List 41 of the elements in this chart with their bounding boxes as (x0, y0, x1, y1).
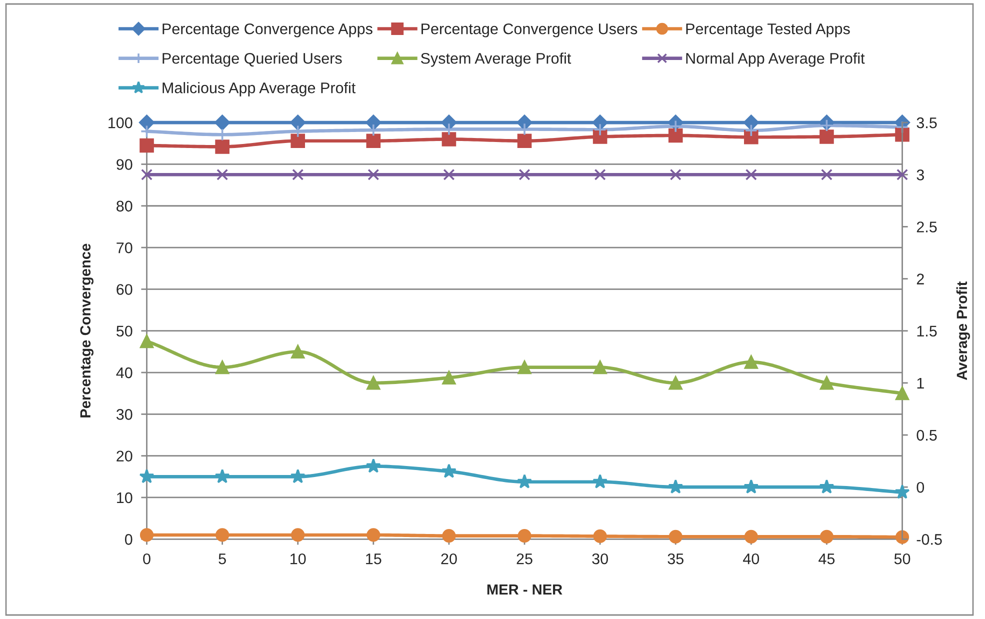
y-tick-label: 40 (116, 367, 132, 378)
y-tick-label: 20 (116, 450, 132, 462)
y-tick-label: 70 (116, 242, 132, 254)
y2-tick-label: 0.5 (916, 430, 937, 441)
y-tick-label: 90 (116, 159, 132, 170)
x-tick-label: 20 (441, 553, 457, 564)
x-tick-label: 0 (143, 553, 150, 564)
y2-tick-label: 2 (916, 274, 924, 284)
y-tick-label: 30 (116, 409, 132, 420)
y2-tick-label: 1 (917, 378, 924, 388)
y2-tick-label: 2.5 (916, 222, 937, 232)
y-tick-label: 60 (116, 284, 132, 295)
y-axis-title: Percentage Convergence (80, 244, 94, 418)
y2-tick-label: -0.5 (916, 534, 942, 545)
y-tick-label: 50 (116, 326, 132, 337)
x-tick-label: 5 (218, 554, 226, 564)
y-tick-label: 10 (117, 492, 132, 504)
y2-tick-label: 3.5 (916, 117, 937, 128)
x-tick-label: 40 (743, 553, 760, 564)
x-tick-label: 35 (668, 553, 684, 564)
y2-tick-label: 0 (916, 482, 924, 493)
legend-label: System Average Profit (420, 52, 572, 67)
x-tick-label: 25 (516, 553, 532, 564)
x-tick-label: 45 (818, 554, 835, 564)
legend-label: Normal App Average Profit (686, 52, 865, 67)
y2-axis-title: Average Profit (956, 281, 970, 380)
x-tick-label: 50 (894, 553, 910, 564)
y2-tick-label: 1.5 (917, 326, 937, 337)
y-tick-label: 0 (124, 534, 132, 545)
y-tick-label: 100 (108, 117, 132, 128)
legend-label: Percentage Queried Users (162, 52, 342, 67)
legend-label: Percentage Tested Apps (686, 23, 850, 38)
y2-tick-label: 3 (916, 170, 924, 180)
legend-label: Malicious App Average Profit (162, 82, 356, 96)
x-tick-label: 10 (290, 553, 306, 564)
legend-label: Percentage Convergence Users (422, 23, 638, 38)
legend-label: Percentage Convergence Apps (162, 23, 372, 38)
y-tick-label: 80 (116, 200, 132, 212)
x-tick-label: 30 (592, 553, 608, 564)
x-tick-label: 15 (366, 554, 382, 564)
x-axis-title: MER - NER (487, 584, 562, 595)
